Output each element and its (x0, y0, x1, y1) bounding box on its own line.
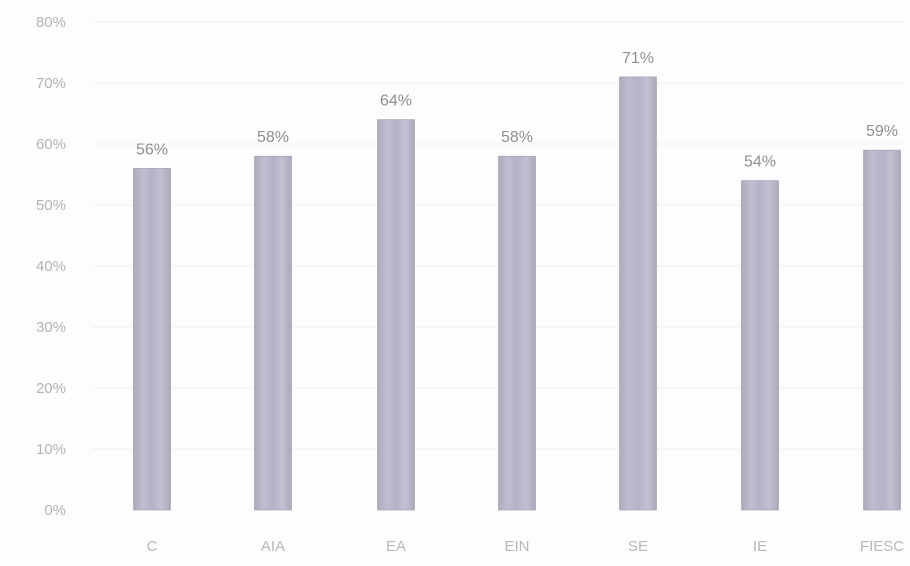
data-label-se: 71% (622, 50, 654, 67)
y-tick-label: 50% (36, 197, 66, 214)
y-tick-label: 0% (44, 502, 66, 519)
y-tick-label: 80% (36, 14, 66, 31)
x-tick-label-aia: AIA (261, 538, 285, 555)
x-tick-label-ie: IE (753, 538, 767, 555)
y-tick-label: 40% (36, 258, 66, 275)
x-tick-label-ein: EIN (504, 538, 529, 555)
bar-fiesc (863, 149, 901, 511)
y-axis: 0% 10% 20% 30% 40% 50% 60% 70% 80% (36, 14, 66, 519)
y-tick-label: 20% (36, 380, 66, 397)
y-tick-label: 60% (36, 136, 66, 153)
x-axis: C AIA EA EIN SE IE FIESC (147, 538, 905, 555)
y-tick-label: 10% (36, 441, 66, 458)
y-tick-label: 70% (36, 75, 66, 92)
data-label-c: 56% (136, 141, 168, 158)
x-tick-label-c: C (147, 538, 158, 555)
bar-ein (498, 155, 536, 511)
data-labels: 56% 58% 64% 58% 71% 54% 59% (136, 50, 898, 171)
bar-ea (377, 119, 415, 511)
data-label-aia: 58% (257, 129, 289, 146)
data-label-ea: 64% (380, 93, 412, 110)
bar-ie (741, 180, 779, 511)
data-label-ie: 54% (744, 154, 776, 171)
bars (133, 76, 901, 511)
bar-aia (254, 155, 292, 511)
bar-c (133, 168, 171, 511)
y-tick-label: 30% (36, 319, 66, 336)
data-label-ein: 58% (501, 129, 533, 146)
bar-se (619, 76, 657, 511)
x-tick-label-se: SE (628, 538, 648, 555)
data-label-fiesc: 59% (866, 123, 898, 140)
x-tick-label-ea: EA (386, 538, 406, 555)
x-tick-label-fiesc: FIESC (860, 538, 904, 555)
